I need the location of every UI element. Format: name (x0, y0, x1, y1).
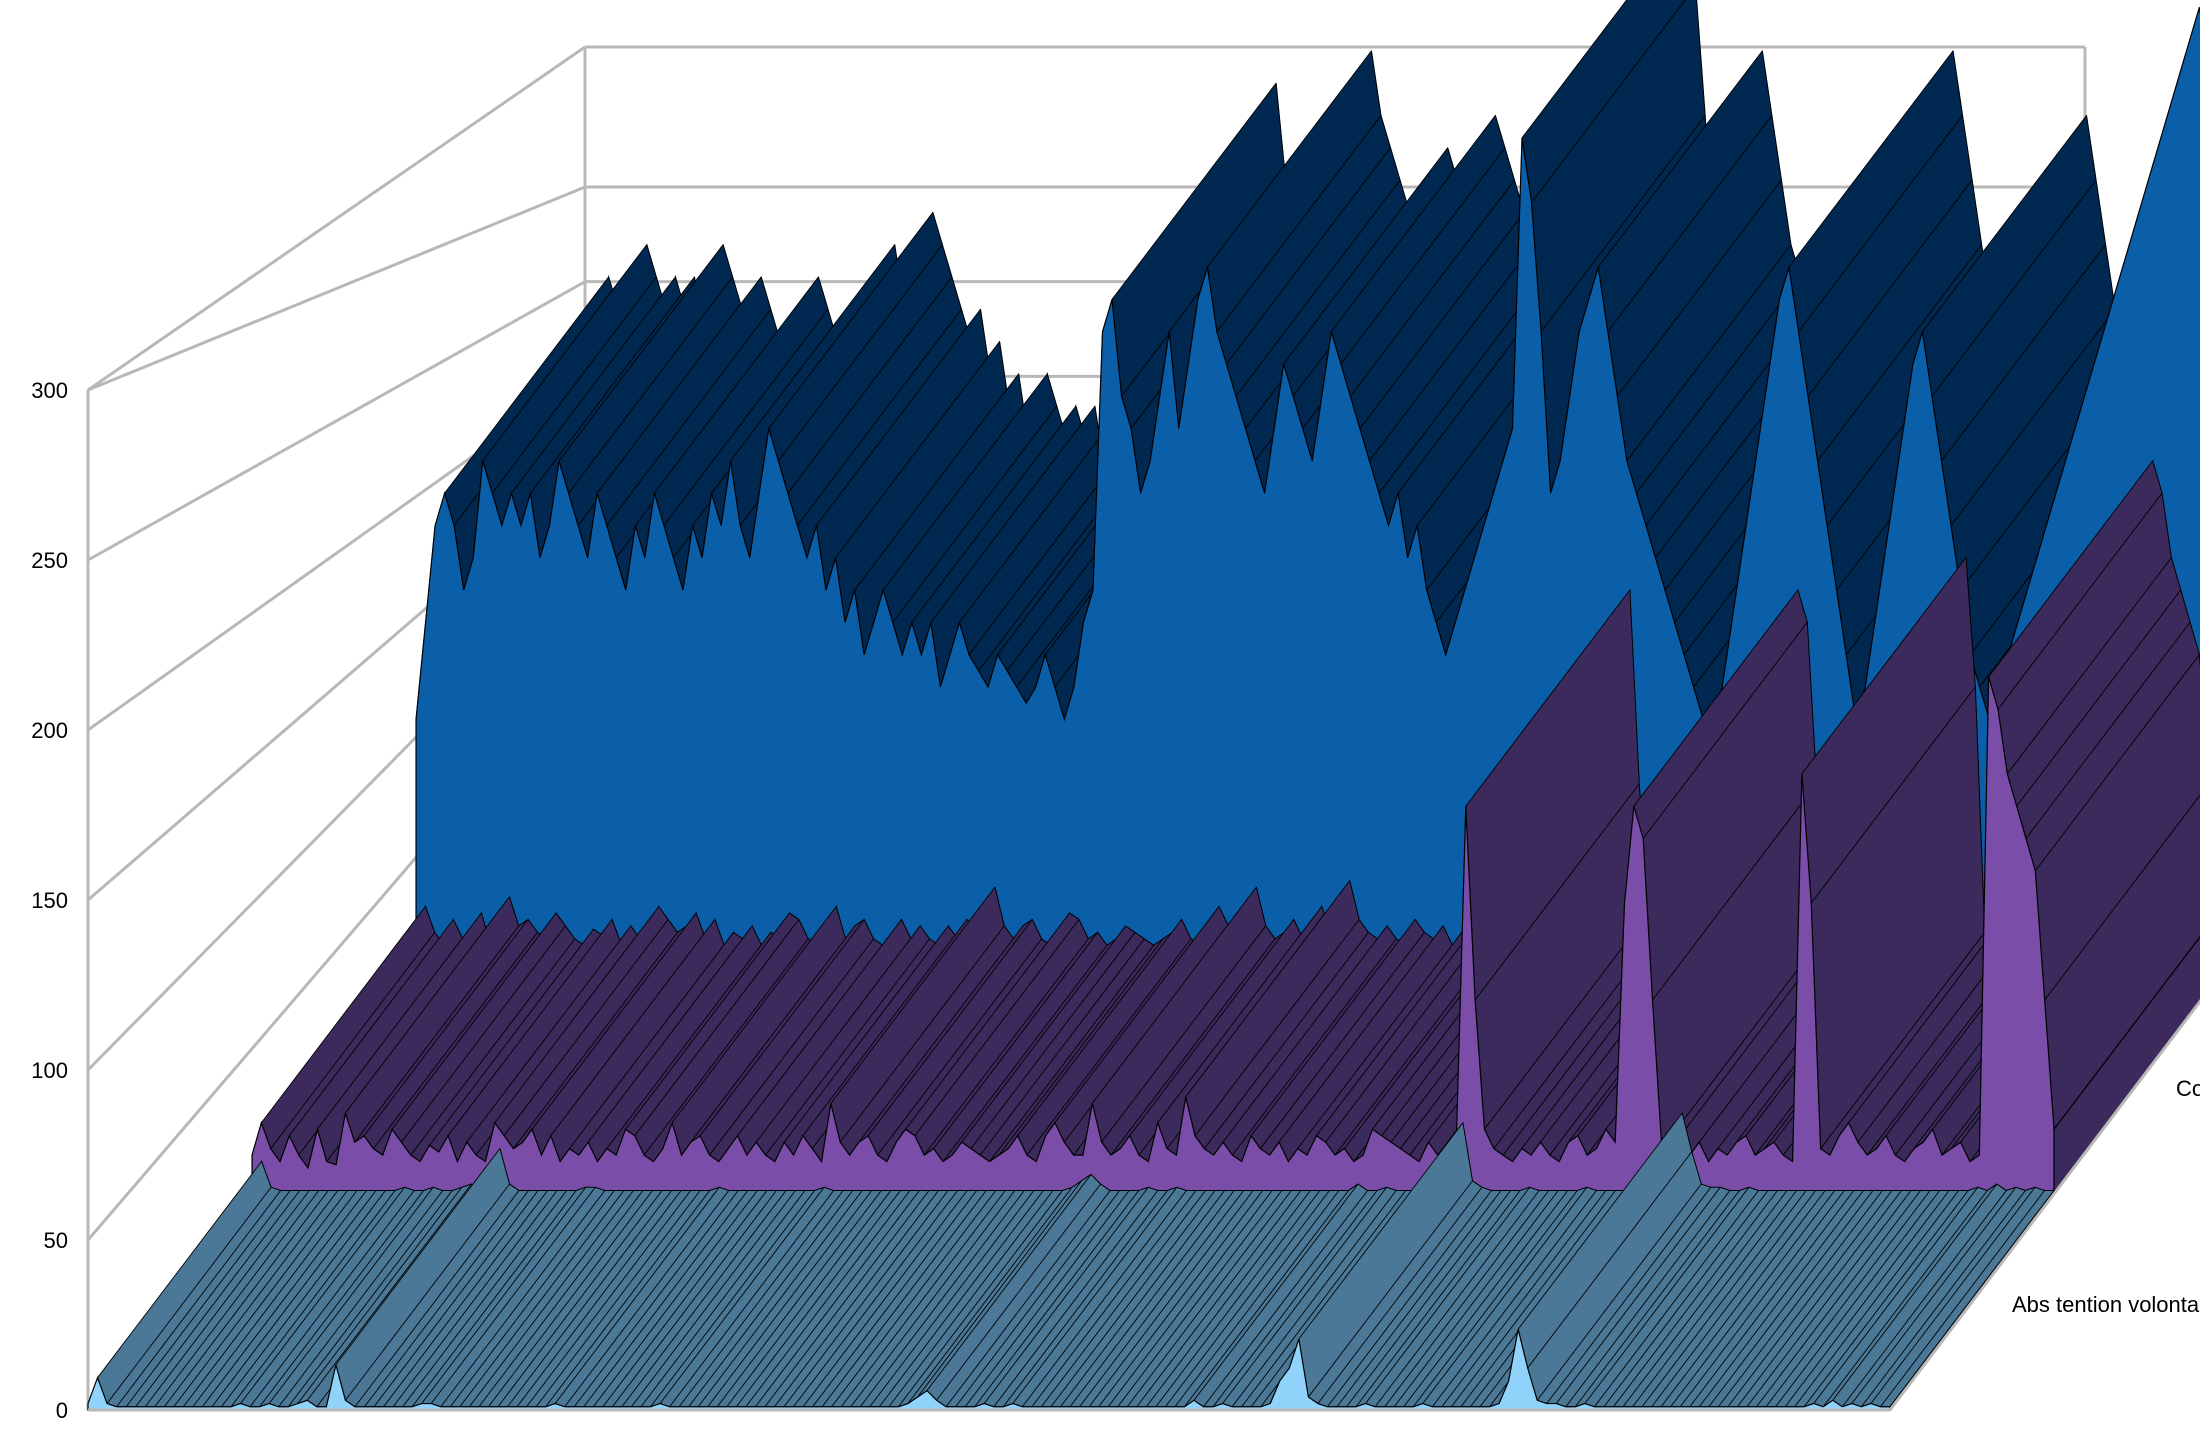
gridline-side-300 (87, 185, 586, 392)
y-tick-label-250: 250 (31, 548, 68, 573)
y-tick-label-150: 150 (31, 888, 68, 913)
series-label-1: Contre (2176, 1076, 2200, 1101)
y-tick-label-100: 100 (31, 1058, 68, 1083)
side-wall-top (87, 45, 586, 392)
gridline-side-250 (87, 280, 586, 562)
depth-axis-line (1888, 998, 2200, 1411)
y-tick-label-200: 200 (31, 718, 68, 743)
y-tick-label-300: 300 (31, 378, 68, 403)
y-tick-label-50: 50 (44, 1228, 68, 1253)
y-tick-label-0: 0 (56, 1398, 68, 1423)
series-label-0: Abs tention volontaire (2012, 1292, 2200, 1317)
series-front-face-0 (87, 1329, 1891, 1411)
series-front-face-1 (251, 676, 2055, 1195)
